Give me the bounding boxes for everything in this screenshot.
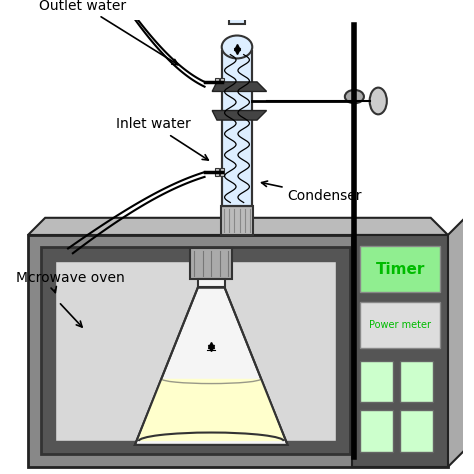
Polygon shape (212, 82, 266, 91)
Text: Inlet water: Inlet water (116, 118, 208, 160)
Text: Mcrowave oven: Mcrowave oven (16, 271, 124, 285)
Ellipse shape (222, 36, 252, 58)
FancyBboxPatch shape (229, 11, 245, 24)
FancyBboxPatch shape (220, 78, 224, 86)
Polygon shape (135, 287, 288, 445)
FancyBboxPatch shape (360, 246, 440, 292)
FancyBboxPatch shape (400, 410, 433, 452)
FancyBboxPatch shape (220, 168, 224, 176)
FancyBboxPatch shape (198, 279, 225, 287)
FancyBboxPatch shape (360, 410, 392, 452)
FancyBboxPatch shape (222, 51, 252, 206)
Text: Condenser: Condenser (262, 181, 362, 203)
Polygon shape (28, 218, 448, 235)
FancyBboxPatch shape (215, 168, 219, 176)
FancyBboxPatch shape (353, 235, 448, 467)
Ellipse shape (345, 90, 364, 103)
FancyBboxPatch shape (400, 361, 433, 402)
FancyBboxPatch shape (360, 361, 392, 402)
Text: Outlet water: Outlet water (39, 0, 178, 65)
Polygon shape (212, 110, 266, 120)
Polygon shape (448, 218, 465, 467)
FancyBboxPatch shape (41, 247, 350, 455)
FancyBboxPatch shape (28, 235, 448, 467)
FancyBboxPatch shape (224, 0, 250, 13)
FancyBboxPatch shape (55, 261, 336, 441)
Ellipse shape (370, 88, 387, 114)
Text: Timer: Timer (375, 262, 425, 277)
FancyBboxPatch shape (215, 78, 219, 86)
Polygon shape (138, 379, 285, 441)
FancyBboxPatch shape (360, 302, 440, 347)
FancyBboxPatch shape (190, 248, 232, 279)
Text: Power meter: Power meter (369, 319, 431, 330)
FancyBboxPatch shape (221, 206, 253, 235)
